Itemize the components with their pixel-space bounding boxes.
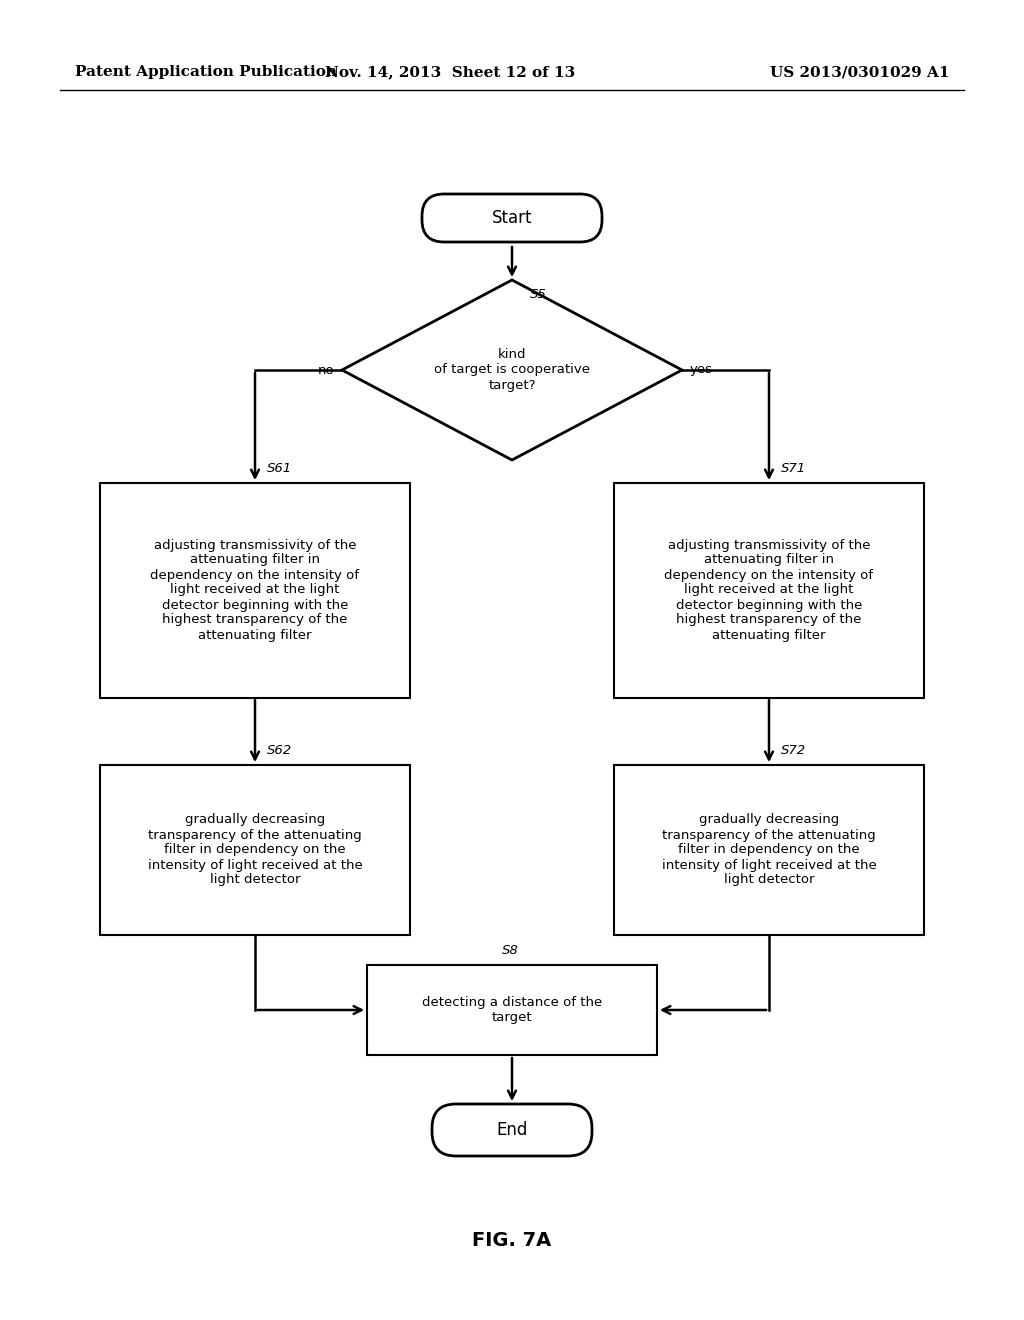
Text: Nov. 14, 2013  Sheet 12 of 13: Nov. 14, 2013 Sheet 12 of 13 <box>325 65 575 79</box>
FancyBboxPatch shape <box>432 1104 592 1156</box>
Text: S72: S72 <box>781 744 806 756</box>
Text: detecting a distance of the
target: detecting a distance of the target <box>422 997 602 1024</box>
Text: gradually decreasing
transparency of the attenuating
filter in dependency on the: gradually decreasing transparency of the… <box>662 813 877 887</box>
Text: S62: S62 <box>267 744 292 756</box>
Text: FIG. 7A: FIG. 7A <box>472 1230 552 1250</box>
Bar <box>100 766 410 935</box>
Text: S5: S5 <box>530 289 547 301</box>
Text: S71: S71 <box>781 462 806 475</box>
Text: S61: S61 <box>267 462 292 475</box>
Polygon shape <box>342 280 682 459</box>
Text: yes: yes <box>690 363 713 376</box>
Text: no: no <box>317 363 334 376</box>
FancyBboxPatch shape <box>422 194 602 242</box>
Text: Start: Start <box>492 209 532 227</box>
Bar <box>614 766 924 935</box>
Bar <box>367 965 657 1055</box>
Bar <box>100 483 410 697</box>
Text: gradually decreasing
transparency of the attenuating
filter in dependency on the: gradually decreasing transparency of the… <box>147 813 362 887</box>
Text: S8: S8 <box>502 944 519 957</box>
Text: adjusting transmissivity of the
attenuating filter in
dependency on the intensit: adjusting transmissivity of the attenuat… <box>151 539 359 642</box>
Bar <box>614 483 924 697</box>
Text: Patent Application Publication: Patent Application Publication <box>75 65 337 79</box>
Text: US 2013/0301029 A1: US 2013/0301029 A1 <box>770 65 950 79</box>
Text: kind
of target is cooperative
target?: kind of target is cooperative target? <box>434 348 590 392</box>
Text: adjusting transmissivity of the
attenuating filter in
dependency on the intensit: adjusting transmissivity of the attenuat… <box>665 539 873 642</box>
Text: End: End <box>497 1121 527 1139</box>
